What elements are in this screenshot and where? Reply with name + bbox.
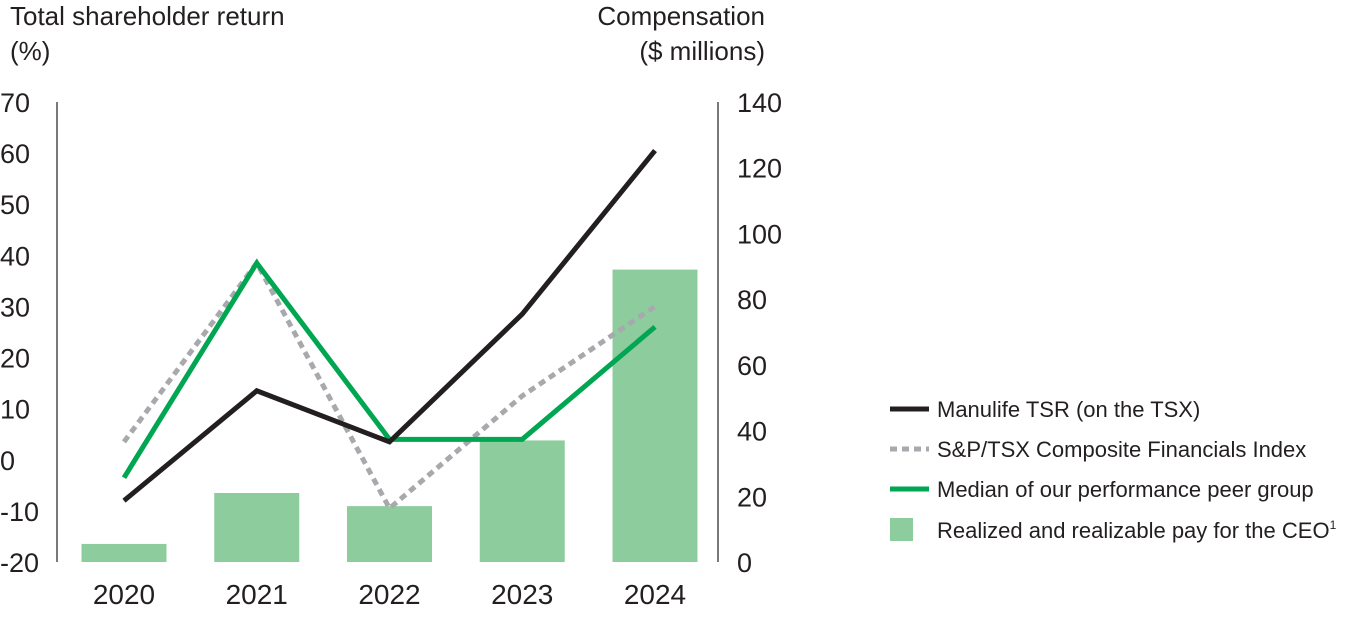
right-tick-label: 140: [737, 88, 782, 118]
left-tick-label: 70: [0, 88, 30, 118]
left-tick-label: 0: [0, 446, 15, 476]
legend-label-peer-median: Median of our performance peer group: [937, 477, 1314, 502]
left-tick-label: 10: [0, 395, 30, 425]
x-tick-label-2024: 2024: [624, 579, 686, 610]
bar-ceo-pay-2020: [81, 543, 167, 562]
legend-label-ceo-pay-text: Realized and realizable pay for the CEO: [937, 518, 1330, 543]
left-axis-ticks: 70 60 50 40 30 20 10 0 -10 -20: [0, 88, 39, 578]
legend-label-sp-tsx-index: S&P/TSX Composite Financials Index: [937, 437, 1306, 462]
right-tick-label: 80: [737, 285, 767, 315]
right-tick-label: 120: [737, 154, 782, 184]
right-tick-label: 40: [737, 417, 767, 447]
x-tick-label-2022: 2022: [358, 579, 420, 610]
right-axis-title-line1: Compensation: [597, 1, 765, 31]
bar-ceo-pay-2023: [479, 440, 565, 562]
series-line-median-of-our-performance-peer-group: [121, 258, 657, 479]
bars-group: [81, 269, 698, 562]
left-tick-label: 50: [0, 190, 30, 220]
series-line-s-p-tsx-composite-financials-index: [121, 258, 657, 513]
right-tick-label: 100: [737, 219, 782, 249]
left-tick-label: 40: [0, 241, 30, 271]
left-axis-title-line1: Total shareholder return: [10, 1, 285, 31]
left-tick-label: 20: [0, 344, 30, 374]
legend-label-manulife-tsr: Manulife TSR (on the TSX): [937, 397, 1200, 422]
x-axis-ticks: 2020 2021 2022 2023 2024: [93, 579, 686, 610]
right-tick-label: 60: [737, 351, 767, 381]
x-tick-label-2020: 2020: [93, 579, 155, 610]
bar-ceo-pay-2022: [347, 506, 432, 562]
legend-label-ceo-pay-superscript: 1: [1330, 518, 1337, 532]
bar-ceo-pay-2021: [214, 493, 300, 562]
bar-ceo-pay-2024: [612, 269, 698, 562]
legend: Manulife TSR (on the TSX) S&P/TSX Compos…: [890, 397, 1337, 543]
right-axis-ticks: 140 120 100 80 60 40 20 0: [737, 88, 782, 578]
left-tick-label: -20: [0, 548, 39, 578]
left-axis-title-line2: (%): [10, 36, 50, 66]
right-tick-label: 0: [737, 548, 752, 578]
left-tick-label: -10: [0, 497, 39, 527]
series-line-manulife-tsr-on-the-tsx: [122, 148, 657, 503]
left-tick-label: 60: [0, 139, 30, 169]
lines-group: [121, 148, 657, 513]
right-tick-label: 20: [737, 482, 767, 512]
legend-swatch-ceo-pay: [890, 518, 913, 541]
left-tick-label: 30: [0, 292, 30, 322]
x-tick-label-2023: 2023: [491, 579, 553, 610]
right-axis-title-line2: ($ millions): [639, 36, 765, 66]
x-tick-label-2021: 2021: [226, 579, 288, 610]
legend-label-ceo-pay: Realized and realizable pay for the CEO1: [937, 518, 1337, 543]
